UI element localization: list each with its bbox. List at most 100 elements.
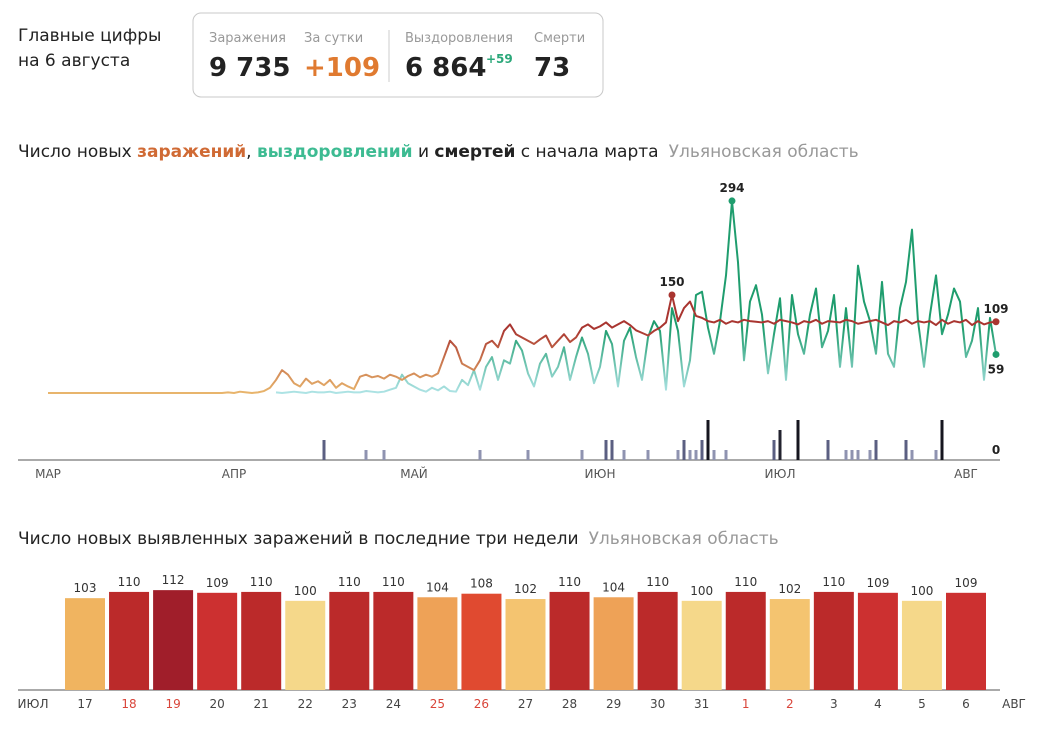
x-tick-label: 20 — [210, 697, 225, 711]
data-label: 109 — [983, 302, 1008, 316]
x-tick-label: 1 — [742, 697, 750, 711]
x-tick-label: МАР — [35, 467, 61, 481]
death-bar — [676, 450, 680, 460]
death-bar — [610, 440, 614, 460]
data-label: 104 — [426, 580, 449, 594]
data-label: 110 — [822, 575, 845, 589]
data-label: 110 — [338, 575, 361, 589]
title-series: заражений — [137, 142, 246, 162]
data-label: 110 — [382, 575, 405, 589]
death-bar — [868, 450, 872, 460]
title-text: Число новых — [18, 142, 137, 162]
x-tick-label: МАЙ — [400, 466, 428, 481]
data-label: 110 — [734, 575, 757, 589]
bar — [241, 591, 282, 690]
death-bar — [622, 450, 626, 460]
data-label: 109 — [866, 576, 889, 590]
x-tick-label: 25 — [430, 697, 445, 711]
x-tick-label: 23 — [342, 697, 357, 711]
x-tick-label: 26 — [474, 697, 489, 711]
bar — [65, 598, 105, 690]
death-bar — [874, 440, 878, 460]
data-label: 102 — [778, 582, 801, 596]
bar — [901, 600, 942, 690]
x-tick-label: 6 — [962, 697, 970, 711]
bar — [373, 591, 414, 690]
data-label: 100 — [690, 584, 713, 598]
death-bar — [940, 420, 944, 460]
data-label: 103 — [74, 581, 97, 595]
death-bar — [526, 450, 530, 460]
stat-delta: +59 — [486, 52, 513, 66]
x-tick-label: 29 — [606, 697, 621, 711]
data-label: 59 — [988, 362, 1005, 376]
x-tick-label: ИЮН — [585, 467, 616, 481]
header-date: на 6 августа — [18, 51, 130, 71]
data-label: 112 — [162, 573, 185, 587]
death-bar — [646, 450, 650, 460]
x-tick-label: 17 — [77, 697, 92, 711]
bar — [857, 592, 898, 690]
data-label: 294 — [719, 181, 744, 195]
bar — [329, 591, 370, 690]
death-bar — [778, 430, 782, 460]
x-tick-label: 22 — [298, 697, 313, 711]
bar — [593, 597, 634, 690]
data-label: 110 — [118, 575, 141, 589]
death-bar — [604, 440, 608, 460]
point-marker — [992, 350, 1000, 358]
x-tick-label: 27 — [518, 697, 533, 711]
x-tick-label: 4 — [874, 697, 882, 711]
bar — [813, 591, 854, 690]
data-label: 110 — [558, 575, 581, 589]
bar — [769, 599, 810, 690]
x-tick-label: АПР — [222, 467, 246, 481]
title-series: выздоровлений — [257, 142, 413, 162]
death-bar — [934, 450, 938, 460]
bar — [505, 599, 546, 690]
death-bar — [910, 450, 914, 460]
death-bar — [700, 440, 704, 460]
x-axis-label: ИЮЛ — [18, 697, 49, 711]
data-label: 100 — [294, 584, 317, 598]
chart-subtitle: Ульяновская область — [589, 529, 779, 549]
title-text: Число новых выявленных заражений в после… — [18, 529, 579, 549]
title-series: смертей — [434, 142, 515, 162]
data-label: 150 — [659, 275, 684, 289]
data-label: 0 — [992, 443, 1000, 457]
x-tick-label: 3 — [830, 697, 838, 711]
x-axis-label: АВГ — [1002, 697, 1026, 711]
death-bar — [706, 420, 710, 460]
death-bar — [772, 440, 776, 460]
stat-label: Выздоровления — [405, 31, 513, 46]
x-tick-label: 28 — [562, 697, 577, 711]
bar — [946, 592, 986, 690]
death-bar — [796, 420, 800, 460]
death-bar — [712, 450, 716, 460]
death-bar — [688, 450, 692, 460]
death-bar — [856, 450, 860, 460]
bar — [285, 600, 326, 690]
death-bar — [694, 450, 698, 460]
stat-label: За сутки — [304, 31, 363, 46]
stats-box — [192, 12, 604, 98]
x-tick-label: 21 — [254, 697, 269, 711]
chart-title: Число новых выявленных заражений в после… — [18, 529, 779, 549]
point-marker — [728, 197, 736, 205]
data-label: 104 — [602, 580, 625, 594]
x-tick-label: АВГ — [954, 467, 978, 481]
death-bar — [580, 450, 584, 460]
death-bar — [364, 450, 368, 460]
stat-label: Заражения — [209, 31, 286, 46]
bar — [197, 592, 238, 690]
bar — [637, 591, 678, 690]
data-label: 110 — [646, 575, 669, 589]
x-tick-label: 30 — [650, 697, 665, 711]
bar — [153, 590, 194, 690]
chart-title: Число новых заражений, выздоровлений и с… — [18, 142, 859, 162]
x-tick-label: 2 — [786, 697, 794, 711]
stat-value: 73 — [534, 53, 570, 83]
data-label: 102 — [514, 582, 537, 596]
death-bar — [826, 440, 830, 460]
